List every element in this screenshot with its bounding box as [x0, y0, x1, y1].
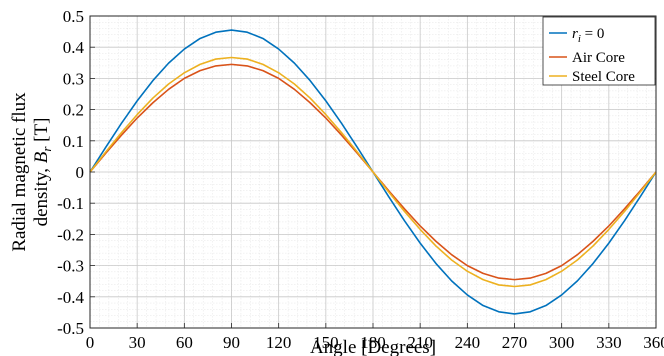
y-tick-label: 0.1 [63, 132, 84, 151]
legend-label-steel-core: Steel Core [572, 69, 635, 85]
y-axis-label-line2: density, Br [T] [31, 118, 54, 227]
y-tick-label: -0.1 [57, 194, 84, 213]
legend-symbol: r [572, 26, 578, 42]
tick-marks [89, 15, 657, 329]
y-tick-labels: -0.5 -0.4 -0.3 -0.2 -0.1 0 0.1 0.2 0.3 0.4 0.5 [57, 7, 84, 338]
y-tick-label: 0.5 [63, 7, 84, 26]
y-axis-label-prefix: density, [31, 163, 52, 226]
y-tick-label: 0.4 [63, 38, 85, 57]
y-tick-label: 0.2 [63, 101, 84, 120]
legend-suffix: = 0 [581, 26, 604, 42]
x-axis-label: Angle [Degrees] [310, 337, 436, 356]
x-tick-label: 30 [129, 333, 146, 352]
series-line-steel-core [89, 56, 657, 288]
x-tick-label: 270 [502, 333, 528, 352]
x-tick-label: 120 [266, 333, 292, 352]
y-axis-label-unit: [T] [31, 118, 52, 147]
legend-subscript: i [578, 33, 581, 45]
x-tick-label: 300 [549, 333, 575, 352]
y-tick-label: -0.3 [57, 257, 84, 276]
legend-box [542, 16, 656, 86]
x-tick-label: 360 [643, 333, 664, 352]
x-tick-labels: 0 30 60 90 120 150 180 210 240 270 300 330 360 [86, 333, 664, 352]
y-axis-label-subscript: r [39, 146, 54, 152]
x-tick-label: 240 [455, 333, 481, 352]
y-tick-label: 0 [76, 163, 85, 182]
x-tick-label: 60 [176, 333, 193, 352]
y-tick-label: 0.3 [63, 69, 84, 88]
y-tick-label: -0.4 [57, 288, 84, 307]
x-tick-label: 180 [360, 333, 386, 352]
y-tick-label: -0.2 [57, 225, 84, 244]
x-tick-label: 0 [86, 333, 95, 352]
series-lines [89, 29, 657, 315]
x-tick-label: 90 [223, 333, 240, 352]
x-tick-label: 210 [407, 333, 433, 352]
y-axis-label-line1: Radial magnetic flux [9, 92, 30, 252]
legend-label-ri-zero: ri = 0 [572, 26, 604, 45]
y-axis-label-symbol: B [31, 151, 52, 163]
x-tick-label: 330 [596, 333, 622, 352]
x-tick-label: 150 [313, 333, 339, 352]
legend: ri = 0 Air Core Steel Core [542, 16, 656, 86]
y-tick-label: -0.5 [57, 319, 84, 338]
legend-label-air-core: Air Core [572, 50, 625, 66]
